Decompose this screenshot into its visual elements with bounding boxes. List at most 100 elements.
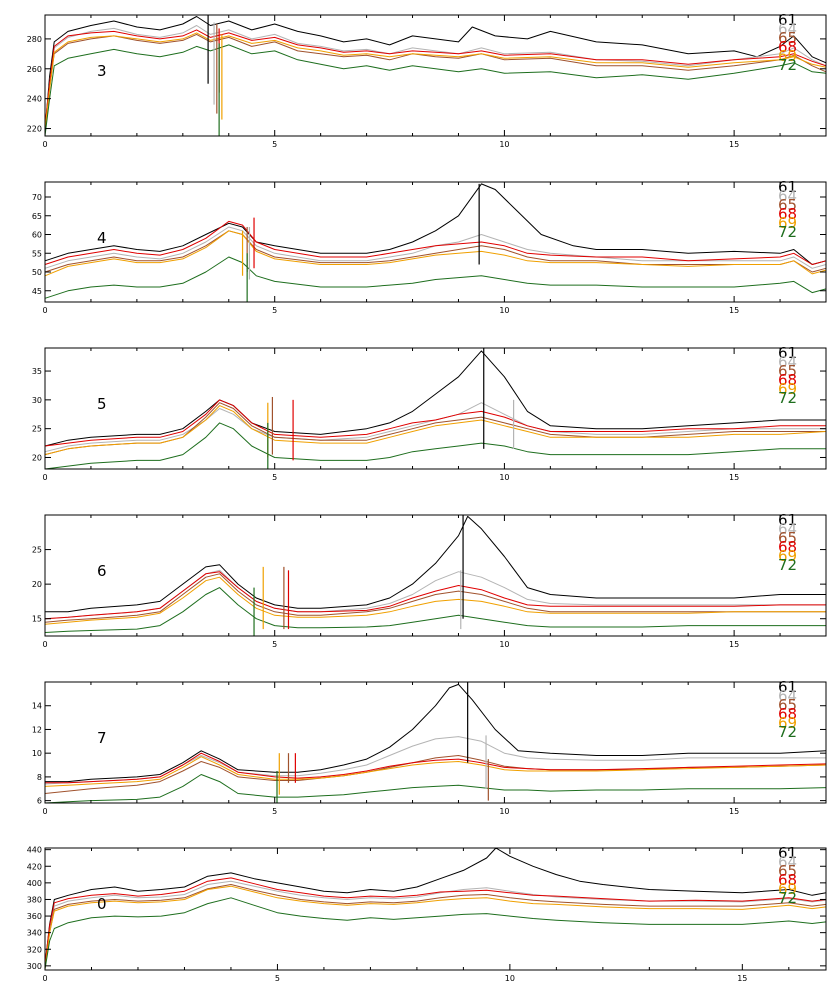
series-line-64 xyxy=(44,402,826,453)
legend-label-68: 68 xyxy=(778,538,797,556)
legend-label-69: 69 xyxy=(778,714,797,732)
legend-label-61: 61 xyxy=(778,678,797,696)
x-tick-label: 15 xyxy=(737,974,747,983)
panel-label: 4 xyxy=(97,229,107,247)
panel-label: 0 xyxy=(97,895,107,913)
x-tick-label: 0 xyxy=(42,140,47,149)
series-line-61 xyxy=(44,183,827,265)
x-tick-label: 5 xyxy=(272,807,277,816)
x-tick-label: 15 xyxy=(729,473,739,482)
legend-label-65: 65 xyxy=(778,862,797,880)
series-line-61 xyxy=(44,847,827,966)
y-tick-label: 300 xyxy=(27,962,42,971)
y-tick-label: 60 xyxy=(32,231,42,240)
y-tick-label: 20 xyxy=(32,453,42,462)
series-line-72 xyxy=(44,44,827,137)
y-tick-label: 45 xyxy=(32,287,42,296)
legend-label-65: 65 xyxy=(778,529,797,547)
y-tick-label: 280 xyxy=(27,35,42,44)
x-tick-label: 5 xyxy=(275,974,280,983)
legend-label-69: 69 xyxy=(778,380,797,398)
legend-label-61: 61 xyxy=(778,344,797,362)
x-tick-label: 5 xyxy=(272,140,277,149)
y-tick-label: 35 xyxy=(32,367,42,376)
legend-label-72: 72 xyxy=(778,556,797,574)
series-line-69 xyxy=(44,32,827,129)
legend-label-65: 65 xyxy=(778,196,797,214)
y-tick-label: 55 xyxy=(32,249,42,258)
panel-5: 0 5 10 15 300 320 340 360 380 400 420 440 0 616465686… xyxy=(27,844,827,983)
legend-label-72: 72 xyxy=(778,389,797,407)
legend-label-68: 68 xyxy=(778,38,797,56)
series-line-69 xyxy=(44,405,827,456)
x-tick-label: 10 xyxy=(499,640,509,649)
y-tick-label: 70 xyxy=(32,193,42,202)
legend-label-69: 69 xyxy=(778,47,797,65)
plot-frame xyxy=(44,14,827,137)
series-line-61 xyxy=(45,683,827,783)
series-line-65 xyxy=(44,33,827,132)
series-line-68 xyxy=(45,752,827,784)
legend-label-61: 61 xyxy=(778,511,797,529)
x-tick-label: 10 xyxy=(499,473,509,482)
y-tick-label: 12 xyxy=(32,725,42,734)
y-tick-label: 340 xyxy=(27,929,42,938)
series-line-65 xyxy=(44,884,827,968)
series-line-72 xyxy=(44,897,827,970)
plot-frame xyxy=(44,681,827,804)
y-tick-label: 15 xyxy=(32,615,42,624)
legend-label-72: 72 xyxy=(778,889,797,907)
legend-label-68: 68 xyxy=(778,705,797,723)
legend-label-61: 61 xyxy=(778,11,797,29)
x-tick-label: 0 xyxy=(42,306,47,315)
panel-label: 6 xyxy=(97,562,107,580)
y-tick-label: 50 xyxy=(32,268,42,277)
y-tick-label: 25 xyxy=(32,546,42,555)
series-line-65 xyxy=(44,230,827,273)
legend-label-65: 65 xyxy=(778,29,797,47)
series-line-68 xyxy=(44,571,826,620)
y-tick-label: 220 xyxy=(27,125,42,134)
y-tick-label: 8 xyxy=(37,773,42,782)
plot-frame xyxy=(44,847,827,971)
y-tick-label: 240 xyxy=(27,95,42,104)
series-line-68 xyxy=(44,220,827,265)
legend-label-64: 64 xyxy=(778,187,797,205)
legend-label-65: 65 xyxy=(778,362,797,380)
x-tick-label: 10 xyxy=(499,807,509,816)
y-tick-label: 320 xyxy=(27,945,42,954)
x-tick-label: 0 xyxy=(42,974,47,983)
y-tick-label: 400 xyxy=(27,879,42,888)
y-tick-label: 260 xyxy=(27,65,42,74)
y-tick-label: 14 xyxy=(32,702,42,711)
series-line-68 xyxy=(44,399,826,447)
panel-label: 7 xyxy=(97,729,107,747)
series-line-68 xyxy=(44,877,827,965)
x-tick-label: 15 xyxy=(729,640,739,649)
series-line-61 xyxy=(44,350,826,447)
y-tick-label: 440 xyxy=(27,846,42,855)
x-tick-label: 5 xyxy=(272,473,277,482)
legend-label-72: 72 xyxy=(778,56,797,74)
y-tick-label: 360 xyxy=(27,912,42,921)
legend-label-64: 64 xyxy=(778,687,797,705)
x-tick-label: 10 xyxy=(505,974,515,983)
y-tick-label: 30 xyxy=(32,396,42,405)
legend-label-65: 65 xyxy=(778,696,797,714)
plot-frame xyxy=(44,347,827,470)
legend-label-64: 64 xyxy=(778,520,797,538)
x-tick-label: 5 xyxy=(272,640,277,649)
x-tick-label: 15 xyxy=(729,306,739,315)
series-line-68 xyxy=(44,29,827,126)
x-tick-label: 0 xyxy=(42,807,47,816)
series-line-69 xyxy=(44,885,827,970)
series-line-72 xyxy=(44,256,827,299)
x-tick-label: 0 xyxy=(42,473,47,482)
plot-frame xyxy=(44,514,827,637)
series-line-65 xyxy=(44,755,827,794)
y-tick-label: 10 xyxy=(32,749,42,758)
